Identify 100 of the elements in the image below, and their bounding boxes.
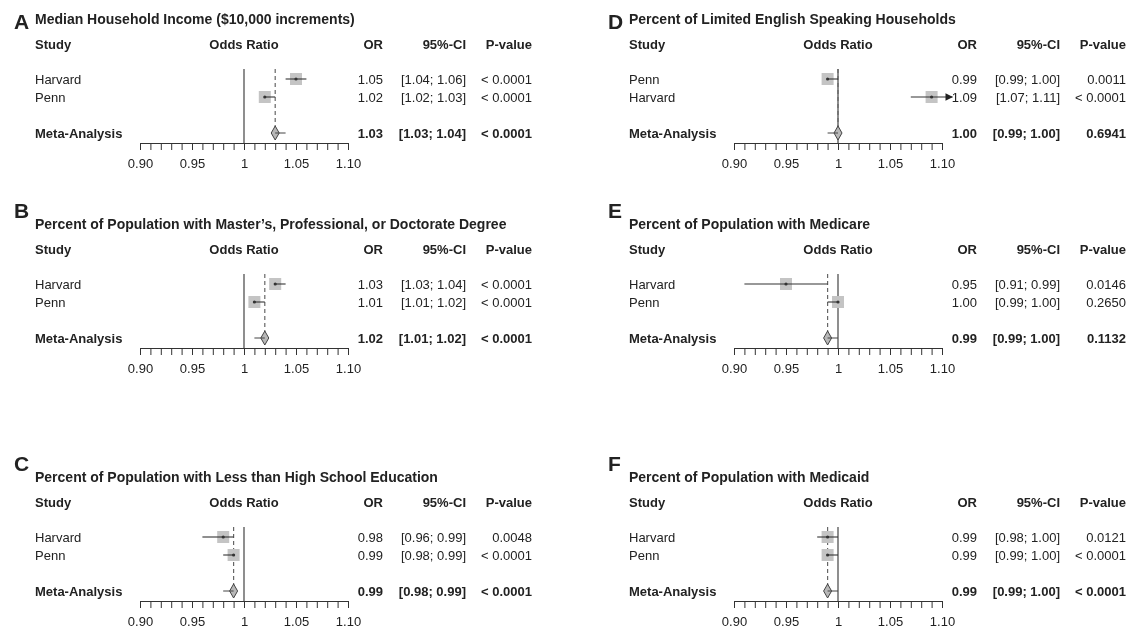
x-tick-label: 1.05 (283, 614, 310, 630)
text: 1.00 (951, 126, 977, 141)
text: Study (629, 495, 666, 510)
text: [1.02; 1.03] (400, 90, 466, 105)
text: [0.98; 1.00] (994, 530, 1060, 545)
text: D (608, 10, 624, 33)
y-tick-label: Penn (629, 548, 660, 563)
text: [0.91; 0.99] (994, 277, 1060, 292)
x-tick-label: 1.05 (283, 361, 310, 377)
x-tick-label: 1.10 (335, 361, 362, 377)
text: C (14, 452, 30, 475)
text: 1.09 (951, 90, 977, 105)
text: OR (957, 242, 978, 257)
text: 0.0011 (1087, 72, 1126, 87)
text: P-value (1079, 495, 1126, 510)
text: 1.02 (357, 90, 383, 105)
text: 0.95 (951, 277, 977, 292)
text: A (14, 10, 30, 33)
text: P-value (485, 495, 532, 510)
text: OR (363, 37, 384, 52)
text: 0.99 (951, 530, 977, 545)
y-tick-label: Penn (35, 295, 66, 310)
text: Study (35, 242, 72, 257)
x-tick-label: 1.10 (929, 361, 956, 377)
x-tick-label: 0.95 (179, 156, 206, 172)
text: Study (629, 37, 666, 52)
chart-title: Percent of Limited English Speaking Households (629, 11, 956, 27)
y-tick-label: Penn (35, 548, 66, 563)
y-tick-label: Penn (35, 90, 66, 105)
text: Odds Ratio (209, 37, 279, 52)
text: 1.03 (357, 277, 383, 292)
text: P-value (1079, 242, 1126, 257)
text: 95%-CI (422, 242, 466, 257)
x-tick-label: 0.95 (773, 614, 800, 630)
text: < 0.0001 (481, 72, 532, 87)
y-tick-label: Meta-Analysis (629, 584, 717, 599)
text: [0.99; 1.00] (994, 72, 1060, 87)
text: [1.03; 1.04] (400, 277, 466, 292)
text: 95%-CI (422, 495, 466, 510)
x-tick-label: 1 (834, 156, 843, 172)
x-tick-label: 1.10 (929, 614, 956, 630)
x-tick-label: 0.95 (773, 156, 800, 172)
text: [0.99; 1.00] (992, 126, 1060, 141)
text: Odds Ratio (803, 37, 873, 52)
text: 1.01 (357, 295, 383, 310)
y-tick-label: Meta-Analysis (35, 331, 123, 346)
x-tick-label: 0.90 (127, 156, 154, 172)
text: 0.0048 (492, 530, 532, 545)
text: 1.02 (357, 331, 383, 346)
x-tick-label: 1.05 (877, 156, 904, 172)
text: P-value (485, 37, 532, 52)
x-tick-label: 0.95 (773, 361, 800, 377)
text: Odds Ratio (803, 242, 873, 257)
text: Odds Ratio (209, 242, 279, 257)
x-tick-label: 1 (240, 614, 249, 630)
text: Study (35, 37, 72, 52)
y-tick-label: Meta-Analysis (629, 331, 717, 346)
text: 0.99 (357, 548, 383, 563)
chart-title: Percent of Population with Medicaid (629, 469, 870, 485)
x-tick-label: 0.90 (127, 614, 154, 630)
text: < 0.0001 (481, 126, 532, 141)
x-tick-label: 0.90 (721, 156, 748, 172)
y-tick-label: Meta-Analysis (35, 126, 123, 141)
text: 0.0146 (1086, 277, 1126, 292)
text: [0.98; 0.99] (400, 548, 466, 563)
text: [0.99; 1.00] (994, 548, 1060, 563)
text: [1.01; 1.02] (400, 295, 466, 310)
text: OR (363, 495, 384, 510)
text: < 0.0001 (481, 331, 532, 346)
x-tick-label: 1 (240, 156, 249, 172)
text: B (14, 199, 30, 222)
x-tick-label: 1 (834, 614, 843, 630)
x-tick-label: 1.10 (335, 614, 362, 630)
text: E (608, 199, 623, 222)
text: < 0.0001 (481, 548, 532, 563)
y-tick-label: Penn (629, 295, 660, 310)
y-tick-label: Harvard (629, 90, 676, 105)
x-tick-label: 0.95 (179, 614, 206, 630)
text: [1.03; 1.04] (398, 126, 466, 141)
y-tick-label: Meta-Analysis (35, 584, 123, 599)
chart-title: Percent of Population with Master’s, Professional, or Doctorate Degree (35, 216, 507, 232)
text: P-value (1079, 37, 1126, 52)
chart-title: Percent of Population with Medicare (629, 216, 871, 232)
text: 0.0121 (1086, 530, 1126, 545)
text: 0.2650 (1086, 295, 1126, 310)
text: [0.99; 1.00] (994, 295, 1060, 310)
text: 0.99 (357, 584, 383, 599)
x-tick-label: 0.90 (127, 361, 154, 377)
x-tick-label: 1.10 (929, 156, 956, 172)
x-tick-label: 1.05 (877, 614, 904, 630)
y-tick-label: Harvard (35, 72, 82, 87)
text: F (608, 452, 621, 475)
text: P-value (485, 242, 532, 257)
text: < 0.0001 (1075, 548, 1126, 563)
text: < 0.0001 (1075, 90, 1126, 105)
y-tick-label: Penn (629, 72, 660, 87)
x-tick-label: 0.90 (721, 614, 748, 630)
text: Study (629, 242, 666, 257)
text: OR (363, 242, 384, 257)
text: 95%-CI (422, 37, 466, 52)
